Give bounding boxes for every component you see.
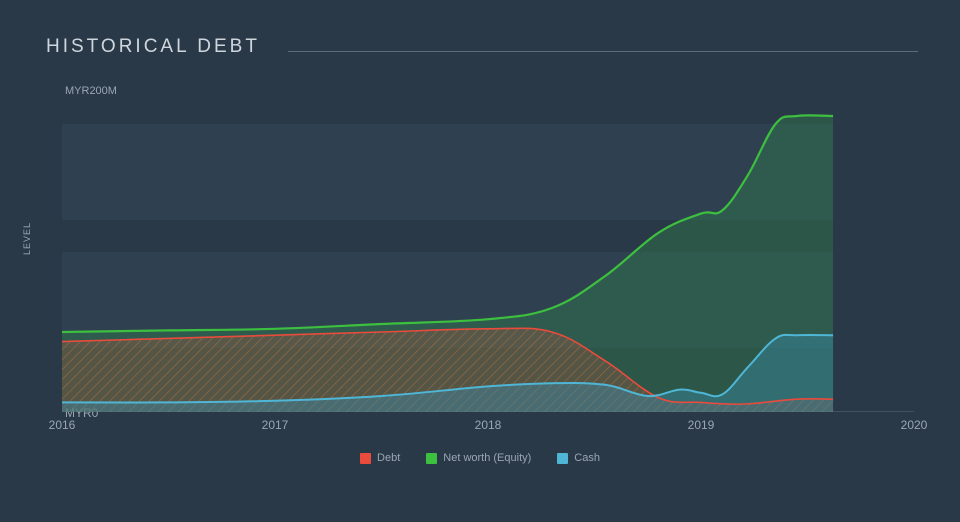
title-row: HISTORICAL DEBT	[46, 36, 918, 58]
legend-label: Cash	[574, 452, 600, 464]
shade-band	[62, 124, 833, 220]
legend-item-equity: Net worth (Equity)	[426, 452, 531, 464]
equity-swatch	[426, 453, 437, 464]
y-axis-title: LEVEL	[22, 222, 32, 255]
chart-legend: Debt Net worth (Equity) Cash	[0, 452, 960, 464]
legend-label: Net worth (Equity)	[443, 452, 531, 464]
debt-swatch	[360, 453, 371, 464]
legend-item-cash: Cash	[557, 452, 600, 464]
x-axis-label: 2018	[475, 418, 502, 432]
legend-label: Debt	[377, 452, 400, 464]
x-axis-label: 2016	[49, 418, 76, 432]
x-axis-label: 2019	[688, 418, 715, 432]
chart-title: HISTORICAL DEBT	[46, 36, 260, 58]
legend-item-debt: Debt	[360, 452, 400, 464]
chart-plot-area	[62, 92, 914, 412]
cash-swatch	[557, 453, 568, 464]
x-axis-label: 2020	[901, 418, 928, 432]
title-rule	[288, 51, 918, 52]
chart-svg	[62, 92, 914, 412]
x-axis-ticks: 20162017201820192020	[62, 418, 914, 436]
x-axis-label: 2017	[262, 418, 289, 432]
